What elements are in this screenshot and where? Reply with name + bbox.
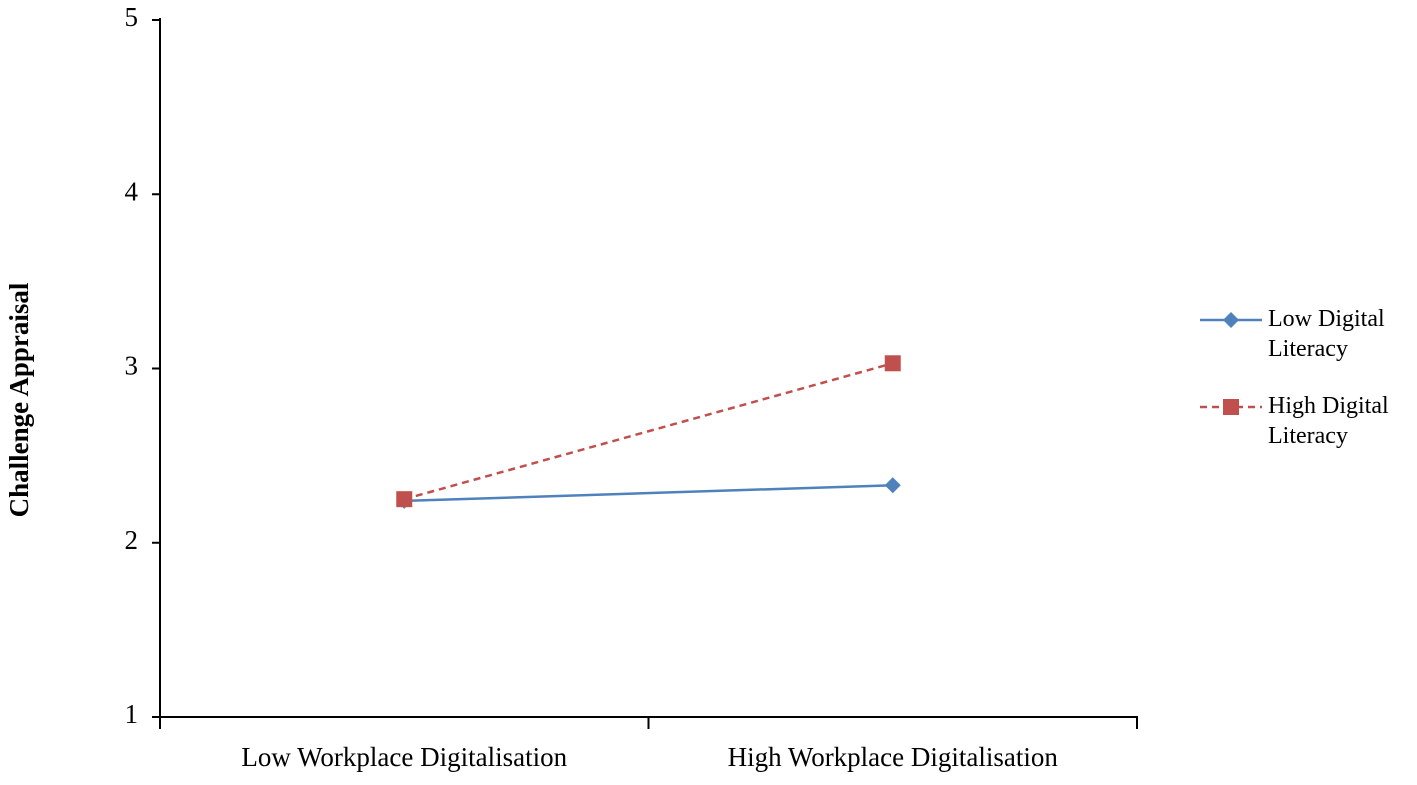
x-tick-label: High Workplace Digitalisation: [728, 742, 1059, 772]
y-tick-label: 3: [125, 351, 139, 381]
series-line: [403, 362, 894, 501]
y-tick-label: 1: [125, 699, 139, 729]
legend-label: High Digital Literacy: [1268, 393, 1389, 449]
series-line: [404, 483, 893, 503]
y-tick-label: 5: [125, 2, 139, 32]
y-tick-label: 4: [125, 176, 139, 206]
legend-label: Low Digital Literacy: [1268, 306, 1385, 362]
data-point: [396, 491, 413, 508]
legend-marker: [1223, 312, 1239, 328]
x-tick-label: Low Workplace Digitalisation: [241, 742, 567, 772]
data-point: [884, 477, 901, 494]
legend-marker: [1223, 399, 1239, 415]
data-point: [884, 355, 901, 372]
y-tick-label: 2: [125, 525, 139, 555]
y-axis-label: Challenge Appraisal: [4, 282, 34, 517]
